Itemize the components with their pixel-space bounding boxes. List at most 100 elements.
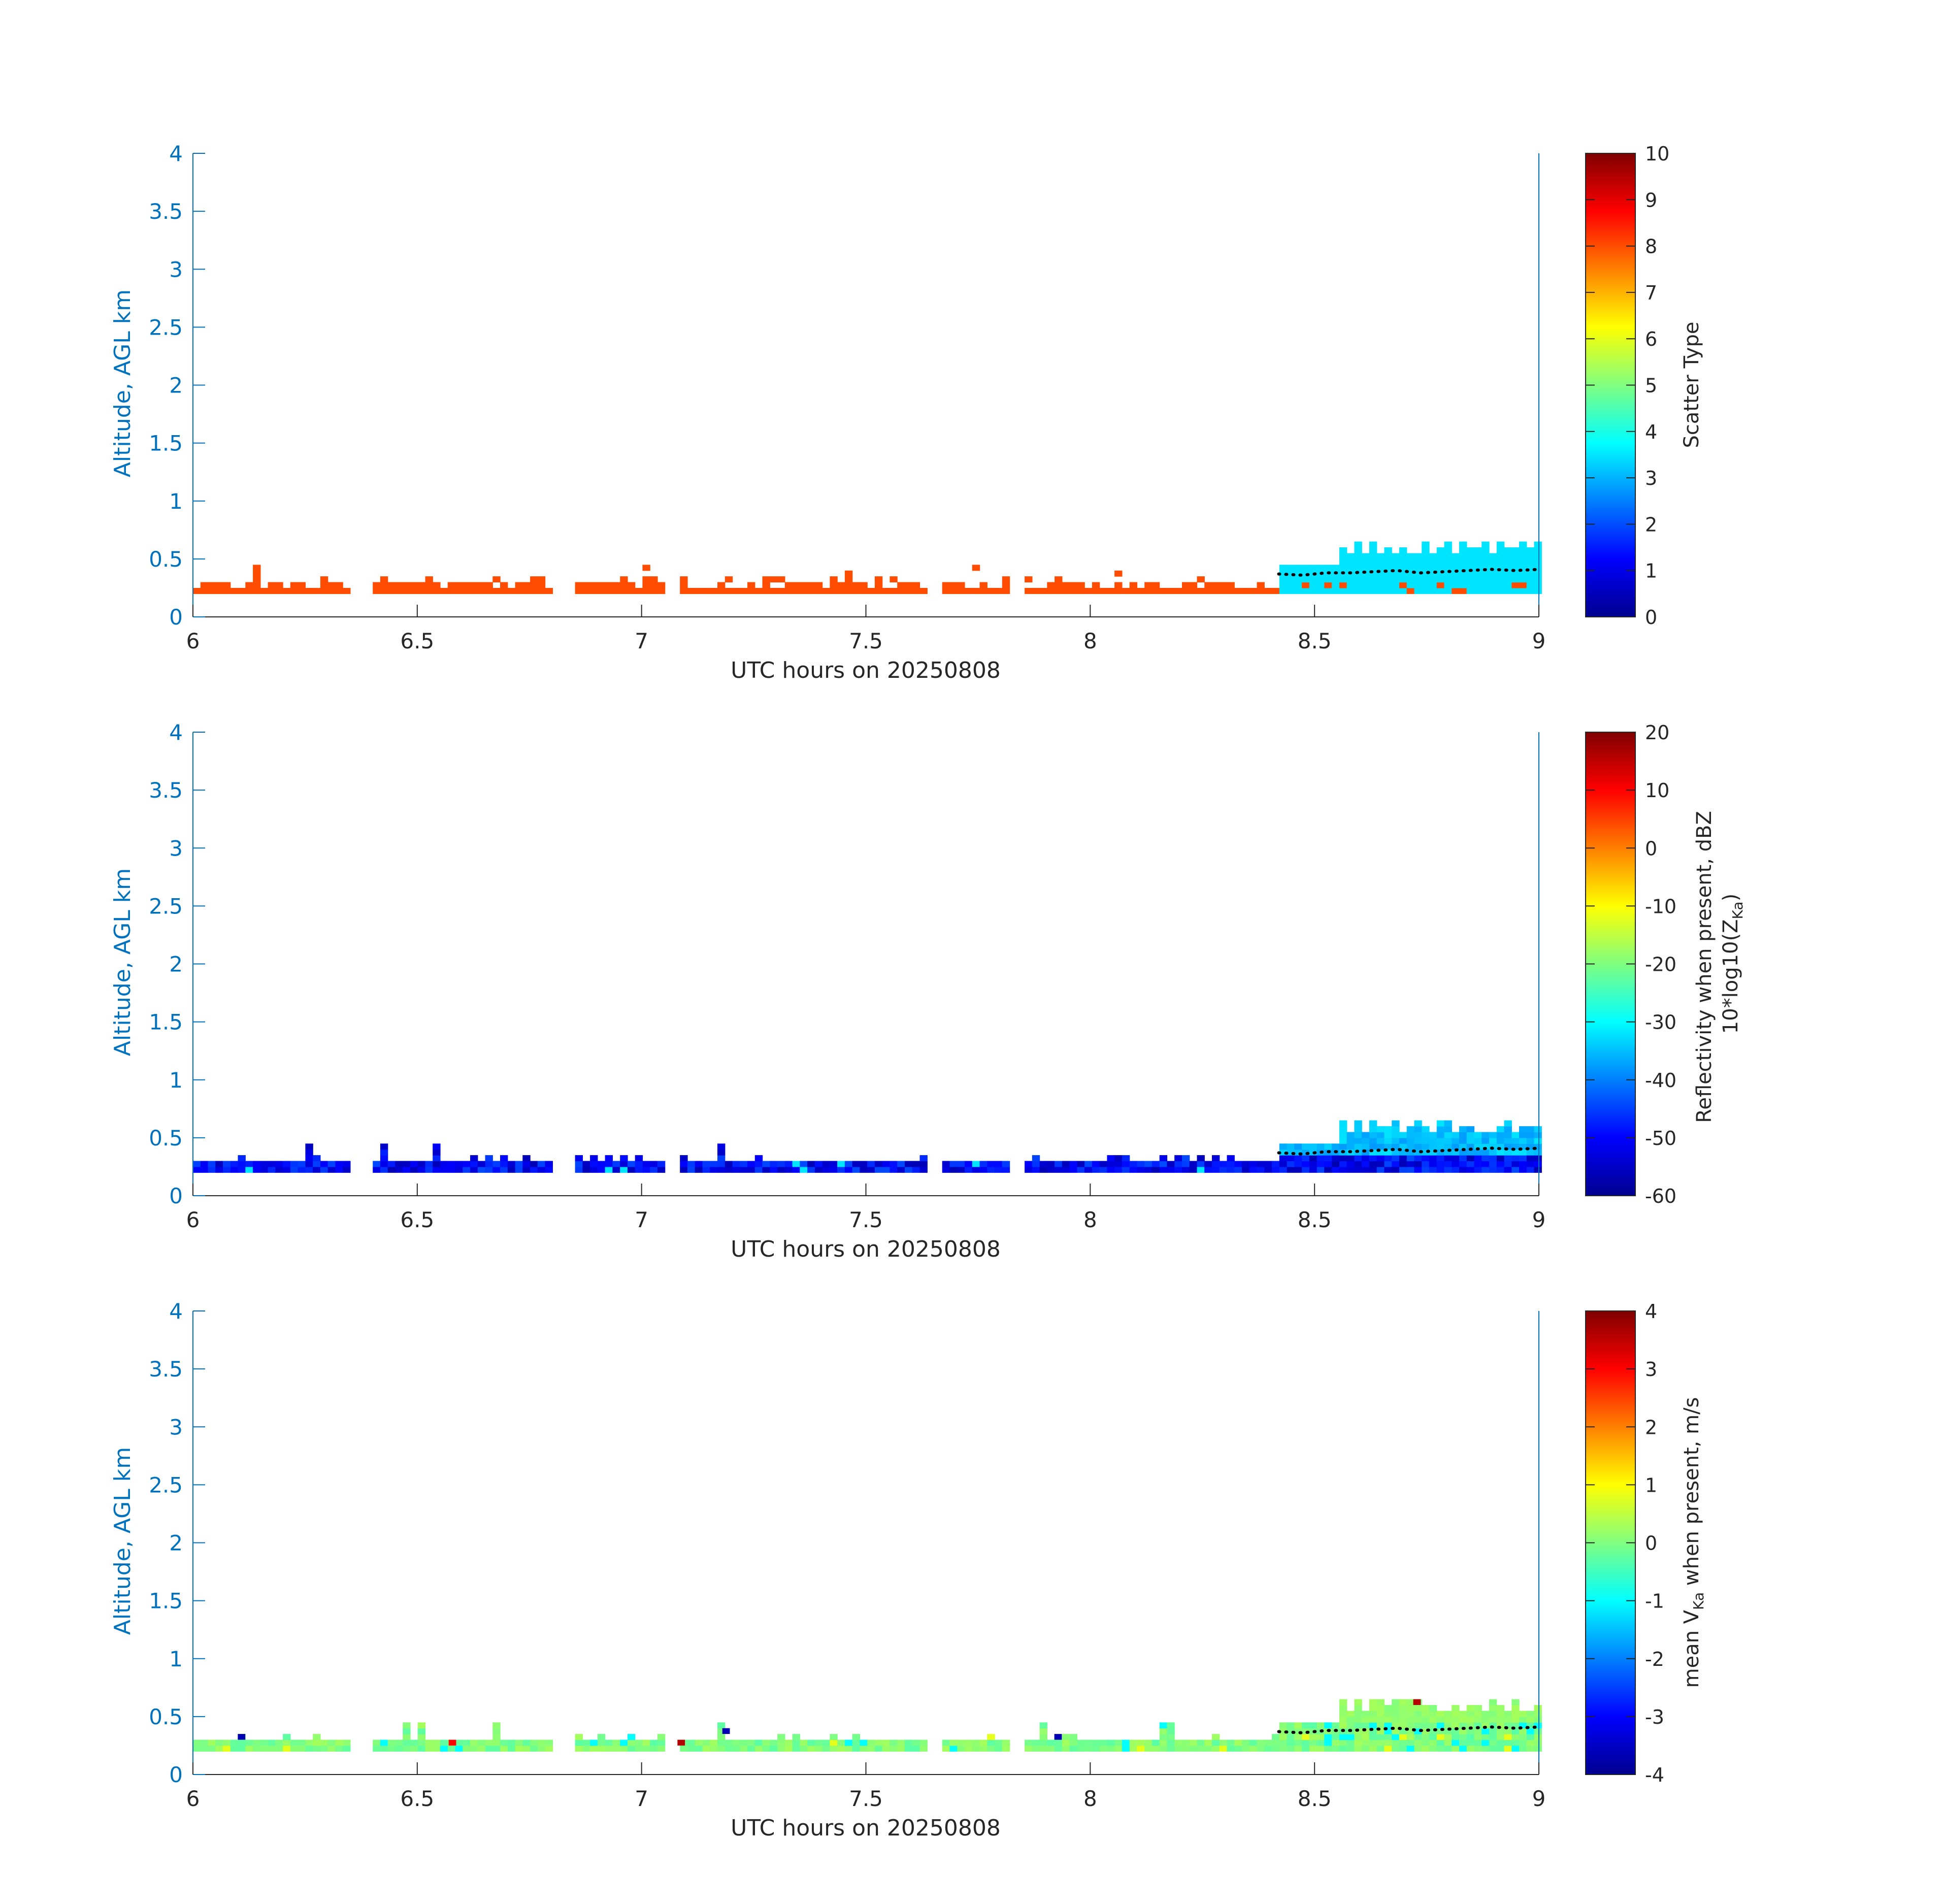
heatmap-cell: [1406, 1143, 1415, 1150]
heatmap-cell: [1339, 1120, 1347, 1127]
heatmap-cell: [1129, 1161, 1138, 1167]
heatmap-cell: [1444, 587, 1452, 594]
heatmap-cell: [1519, 1132, 1527, 1138]
heatmap-cell: [1249, 1161, 1258, 1167]
heatmap-cell: [1399, 587, 1407, 594]
heatmap-cell: [597, 1734, 606, 1741]
heatmap-cell: [1534, 587, 1542, 594]
heatmap-cell: [1474, 570, 1482, 577]
heatmap-cell: [590, 587, 598, 594]
heatmap-cell: [268, 1745, 276, 1752]
heatmap-cell: [1002, 582, 1010, 588]
heatmap-cell: [1504, 559, 1512, 565]
heatmap-cell: [1055, 1166, 1063, 1173]
heatmap-cell: [447, 587, 456, 594]
heatmap-cell: [1482, 1711, 1490, 1717]
heatmap-cell: [1511, 587, 1520, 594]
heatmap-cell: [223, 1745, 231, 1752]
heatmap-cell: [1459, 1137, 1467, 1144]
heatmap-cell: [335, 1161, 343, 1167]
heatmap-cell: [1504, 553, 1512, 560]
heatmap-cell: [1369, 547, 1377, 553]
heatmap-cell: [1452, 1739, 1460, 1746]
heatmap-cell: [814, 1161, 823, 1167]
heatmap-cell: [380, 1745, 388, 1752]
heatmap-cell: [1526, 582, 1535, 588]
heatmap-cell: [1062, 1161, 1070, 1167]
heatmap-cell: [290, 1166, 299, 1173]
x-tick-label: 6.5: [400, 1207, 434, 1232]
heatmap-cell: [253, 1166, 261, 1173]
heatmap-cell: [1444, 1155, 1452, 1162]
heatmap-cell: [1002, 1739, 1010, 1746]
heatmap-cell: [223, 1166, 231, 1173]
heatmap-cell: [507, 1161, 516, 1167]
x-tick-label: 6: [186, 1786, 200, 1811]
heatmap-cell: [245, 1745, 253, 1752]
heatmap-cell: [807, 582, 815, 588]
heatmap-cell: [283, 1166, 291, 1173]
heatmap-cell: [1504, 1711, 1512, 1717]
heatmap-cell: [1376, 1699, 1385, 1705]
colorbar-tick-label: 7: [1645, 282, 1657, 304]
heatmap-cell: [1459, 559, 1467, 565]
heatmap-cell: [260, 1166, 269, 1173]
heatmap-cell: [1459, 1132, 1467, 1138]
heatmap-cell: [1219, 1739, 1228, 1746]
heatmap-cell: [1534, 1149, 1542, 1156]
heatmap-cell: [260, 1745, 269, 1752]
heatmap-cell: [582, 1161, 590, 1167]
colorbar-tick-label: 10: [1645, 143, 1669, 165]
heatmap-cell: [1474, 559, 1482, 565]
heatmap-cell: [919, 1739, 928, 1746]
heatmap-cell: [1242, 1166, 1250, 1173]
heatmap-cell: [1466, 1745, 1475, 1752]
heatmap-cell: [912, 1745, 920, 1752]
heatmap-cell: [1414, 553, 1422, 560]
heatmap-cell: [1429, 576, 1437, 583]
heatmap-cell: [1084, 1739, 1093, 1746]
y-tick-label: 3: [169, 836, 183, 861]
heatmap-cell: [680, 1745, 688, 1752]
heatmap-cell: [1504, 576, 1512, 583]
heatmap-cell: [1212, 587, 1220, 594]
heatmap-cell: [1482, 1716, 1490, 1723]
heatmap-cell: [1069, 1739, 1077, 1746]
heatmap-cell: [1534, 1728, 1542, 1734]
heatmap-cell: [1092, 587, 1100, 594]
heatmap-cell: [1272, 1739, 1280, 1746]
heatmap-cell: [852, 1161, 860, 1167]
heatmap-cell: [268, 582, 276, 588]
heatmap-cell: [485, 587, 493, 594]
heatmap-cell: [1436, 1143, 1445, 1150]
heatmap-cell: [268, 1161, 276, 1167]
heatmap-cell: [1496, 1745, 1505, 1752]
heatmap-cell: [1422, 1143, 1430, 1150]
heatmap-cell: [522, 1166, 531, 1173]
heatmap-cell: [1151, 1161, 1160, 1167]
heatmap-cell: [1077, 1161, 1085, 1167]
heatmap-cell: [1444, 1739, 1452, 1746]
heatmap-cell: [1436, 1722, 1445, 1729]
heatmap-cell: [1376, 559, 1385, 565]
heatmap-cell: [754, 1166, 763, 1173]
heatmap-cell: [283, 587, 291, 594]
heatmap-cell: [1496, 1711, 1505, 1717]
heatmap-cell: [1047, 582, 1055, 588]
heatmap-cell: [874, 576, 883, 583]
heatmap-cell: [485, 1155, 493, 1162]
heatmap-cell: [762, 1166, 770, 1173]
heatmap-cell: [387, 1739, 396, 1746]
heatmap-cell: [1174, 587, 1182, 594]
heatmap-cell: [1459, 587, 1467, 594]
heatmap-cell: [1339, 582, 1347, 588]
heatmap-cell: [1332, 1155, 1340, 1162]
heatmap-cell: [1511, 1745, 1520, 1752]
y-tick-label: 0.5: [149, 547, 183, 572]
heatmap-cell: [1466, 559, 1475, 565]
heatmap-cell: [470, 587, 478, 594]
heatmap-cell: [1459, 570, 1467, 577]
heatmap-cell: [1429, 553, 1437, 560]
heatmap-cell: [605, 587, 613, 594]
heatmap-cell: [1429, 1155, 1437, 1162]
